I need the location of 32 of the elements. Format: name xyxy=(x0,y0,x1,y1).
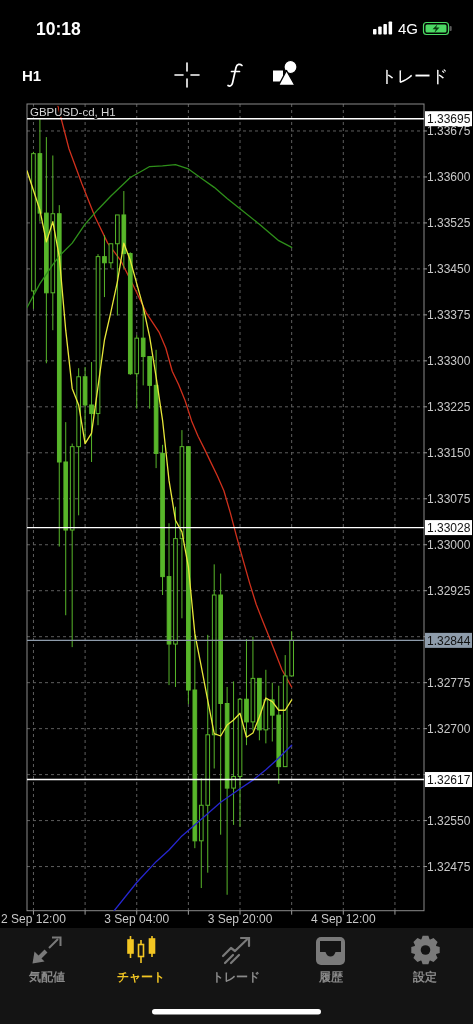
y-tick-label: 1.33600 xyxy=(427,170,471,185)
text: 気配値 xyxy=(28,970,65,984)
ref-line-label: 1.33028 xyxy=(427,520,471,535)
y-tick-label: 1.33000 xyxy=(427,538,471,553)
text: トレード xyxy=(380,66,448,86)
text: H1 xyxy=(22,67,42,84)
y-tick-label: 1.33675 xyxy=(427,124,471,139)
ref-line-label: 1.32844 xyxy=(427,633,471,648)
y-tick-label: 1.32925 xyxy=(427,584,471,599)
x-tick-label: 3 Sep 04:00 xyxy=(104,911,170,926)
text: 設定 xyxy=(412,970,437,984)
y-tick-label: 1.32550 xyxy=(427,813,471,828)
y-tick-label: 1.33525 xyxy=(427,216,471,231)
x-tick-label: 2 Sep 12:00 xyxy=(1,911,67,926)
text: 10:18 xyxy=(36,19,82,39)
text: 履歴 xyxy=(318,970,344,984)
y-tick-label: 1.33075 xyxy=(427,492,471,507)
y-tick-label: 1.32700 xyxy=(427,721,471,736)
y-tick-label: 1.33450 xyxy=(427,262,471,277)
y-tick-label: 1.32475 xyxy=(427,859,471,874)
y-tick-label: 1.33150 xyxy=(427,446,471,461)
y-tick-label: 1.33375 xyxy=(427,308,471,323)
x-tick-label: 4 Sep 12:00 xyxy=(310,911,376,926)
ref-line-label: 1.33695 xyxy=(427,112,471,127)
y-tick-label: 1.33225 xyxy=(427,400,471,415)
y-tick-label: 1.33300 xyxy=(427,354,471,369)
y-tick-label: 1.32775 xyxy=(427,675,471,690)
ref-line-label: 1.32617 xyxy=(427,772,471,787)
text: 4G xyxy=(398,20,419,37)
text: チャート xyxy=(117,970,165,984)
x-tick-label: 3 Sep 20:00 xyxy=(207,911,273,926)
text: トレード xyxy=(212,970,260,984)
